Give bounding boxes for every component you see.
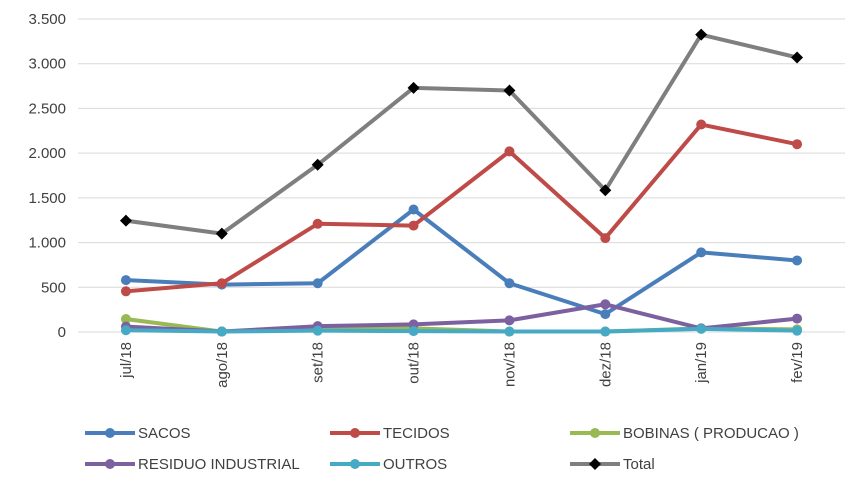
- grid-layer: [78, 18, 845, 333]
- data-point: [503, 84, 516, 97]
- data-point: [792, 255, 803, 266]
- series-line: [123, 326, 800, 334]
- data-point: [408, 204, 419, 215]
- y-tick-label: 2.500: [28, 100, 66, 117]
- data-point: [504, 146, 515, 157]
- legend-item: SACOS: [85, 425, 191, 442]
- legend: SACOS TECIDOS BOBINAS ( PRODUCAO ) RESIDUO …: [85, 425, 799, 473]
- x-tick-label: ago/18: [214, 342, 231, 388]
- series-1: [120, 119, 803, 297]
- data-point: [408, 326, 419, 337]
- data-point: [120, 325, 131, 336]
- x-axis-tick-labels: jul/18 ago/18 set/18 out/18 nov/18 dez/18 jan/…: [118, 342, 806, 388]
- y-tick-label: 3.500: [28, 11, 66, 28]
- y-tick-label: 3.000: [28, 56, 66, 73]
- x-tick-label: jul/18: [118, 342, 135, 379]
- data-point: [599, 184, 612, 197]
- data-point: [120, 286, 131, 297]
- legend-item: TECIDOS: [330, 425, 450, 442]
- legend-marker: [350, 459, 360, 469]
- y-tick-label: 1.500: [28, 190, 66, 207]
- data-point: [407, 81, 420, 94]
- y-tick-label: 0: [58, 324, 66, 341]
- y-axis-tick-labels: 0 500 1.000 1.500 2.000 2.500 3.000 3.500: [28, 11, 66, 341]
- data-point: [600, 309, 611, 320]
- data-point: [792, 325, 803, 336]
- data-point: [600, 326, 611, 337]
- y-tick-label: 1.000: [28, 235, 66, 252]
- data-point: [216, 278, 227, 289]
- data-point: [791, 51, 804, 64]
- legend-marker: [105, 459, 115, 469]
- legend-marker: [589, 458, 601, 470]
- legend-marker: [590, 428, 600, 438]
- data-point: [120, 314, 131, 325]
- legend-label: OUTROS: [383, 456, 447, 473]
- data-point: [120, 275, 131, 286]
- legend-label: RESIDUO INDUSTRIAL: [138, 456, 300, 473]
- data-point: [312, 325, 323, 336]
- data-point: [792, 139, 803, 150]
- y-tick-label: 500: [41, 279, 66, 296]
- x-tick-label: nov/18: [501, 342, 518, 387]
- series-line: [123, 207, 800, 317]
- series-line: [123, 32, 800, 236]
- data-point: [695, 28, 708, 41]
- data-point: [504, 315, 515, 326]
- legend-label: TECIDOS: [383, 425, 450, 442]
- data-point: [311, 158, 324, 171]
- data-point: [312, 278, 323, 289]
- data-point: [312, 218, 323, 229]
- legend-item: Total: [570, 456, 655, 473]
- data-point: [504, 326, 515, 337]
- legend-item: BOBINAS ( PRODUCAO ): [570, 425, 799, 442]
- data-point: [216, 326, 227, 337]
- series-5: [119, 28, 804, 240]
- legend-label: Total: [623, 456, 655, 473]
- legend-label: BOBINAS ( PRODUCAO ): [623, 425, 799, 442]
- data-point: [504, 278, 515, 289]
- data-point: [119, 214, 132, 227]
- x-tick-label: jan/19: [693, 342, 710, 384]
- series-line: [123, 122, 800, 294]
- legend-label: SACOS: [138, 425, 191, 442]
- y-tick-label: 2.000: [28, 145, 66, 162]
- series-layer: [119, 28, 804, 337]
- legend-marker: [350, 428, 360, 438]
- x-tick-label: set/18: [310, 342, 327, 383]
- data-point: [696, 323, 707, 334]
- x-tick-label: dez/18: [597, 342, 614, 387]
- data-point: [696, 119, 707, 130]
- data-point: [600, 299, 611, 310]
- data-point: [792, 313, 803, 324]
- data-point: [215, 227, 228, 240]
- series-4: [120, 323, 803, 337]
- data-point: [408, 220, 419, 231]
- x-tick-label: fev/19: [789, 342, 806, 383]
- x-tick-label: out/18: [406, 342, 423, 384]
- legend-item: OUTROS: [330, 456, 447, 473]
- legend-item: RESIDUO INDUSTRIAL: [85, 456, 300, 473]
- data-point: [600, 233, 611, 244]
- series-0: [120, 204, 803, 320]
- data-point: [696, 247, 707, 258]
- legend-marker: [105, 428, 115, 438]
